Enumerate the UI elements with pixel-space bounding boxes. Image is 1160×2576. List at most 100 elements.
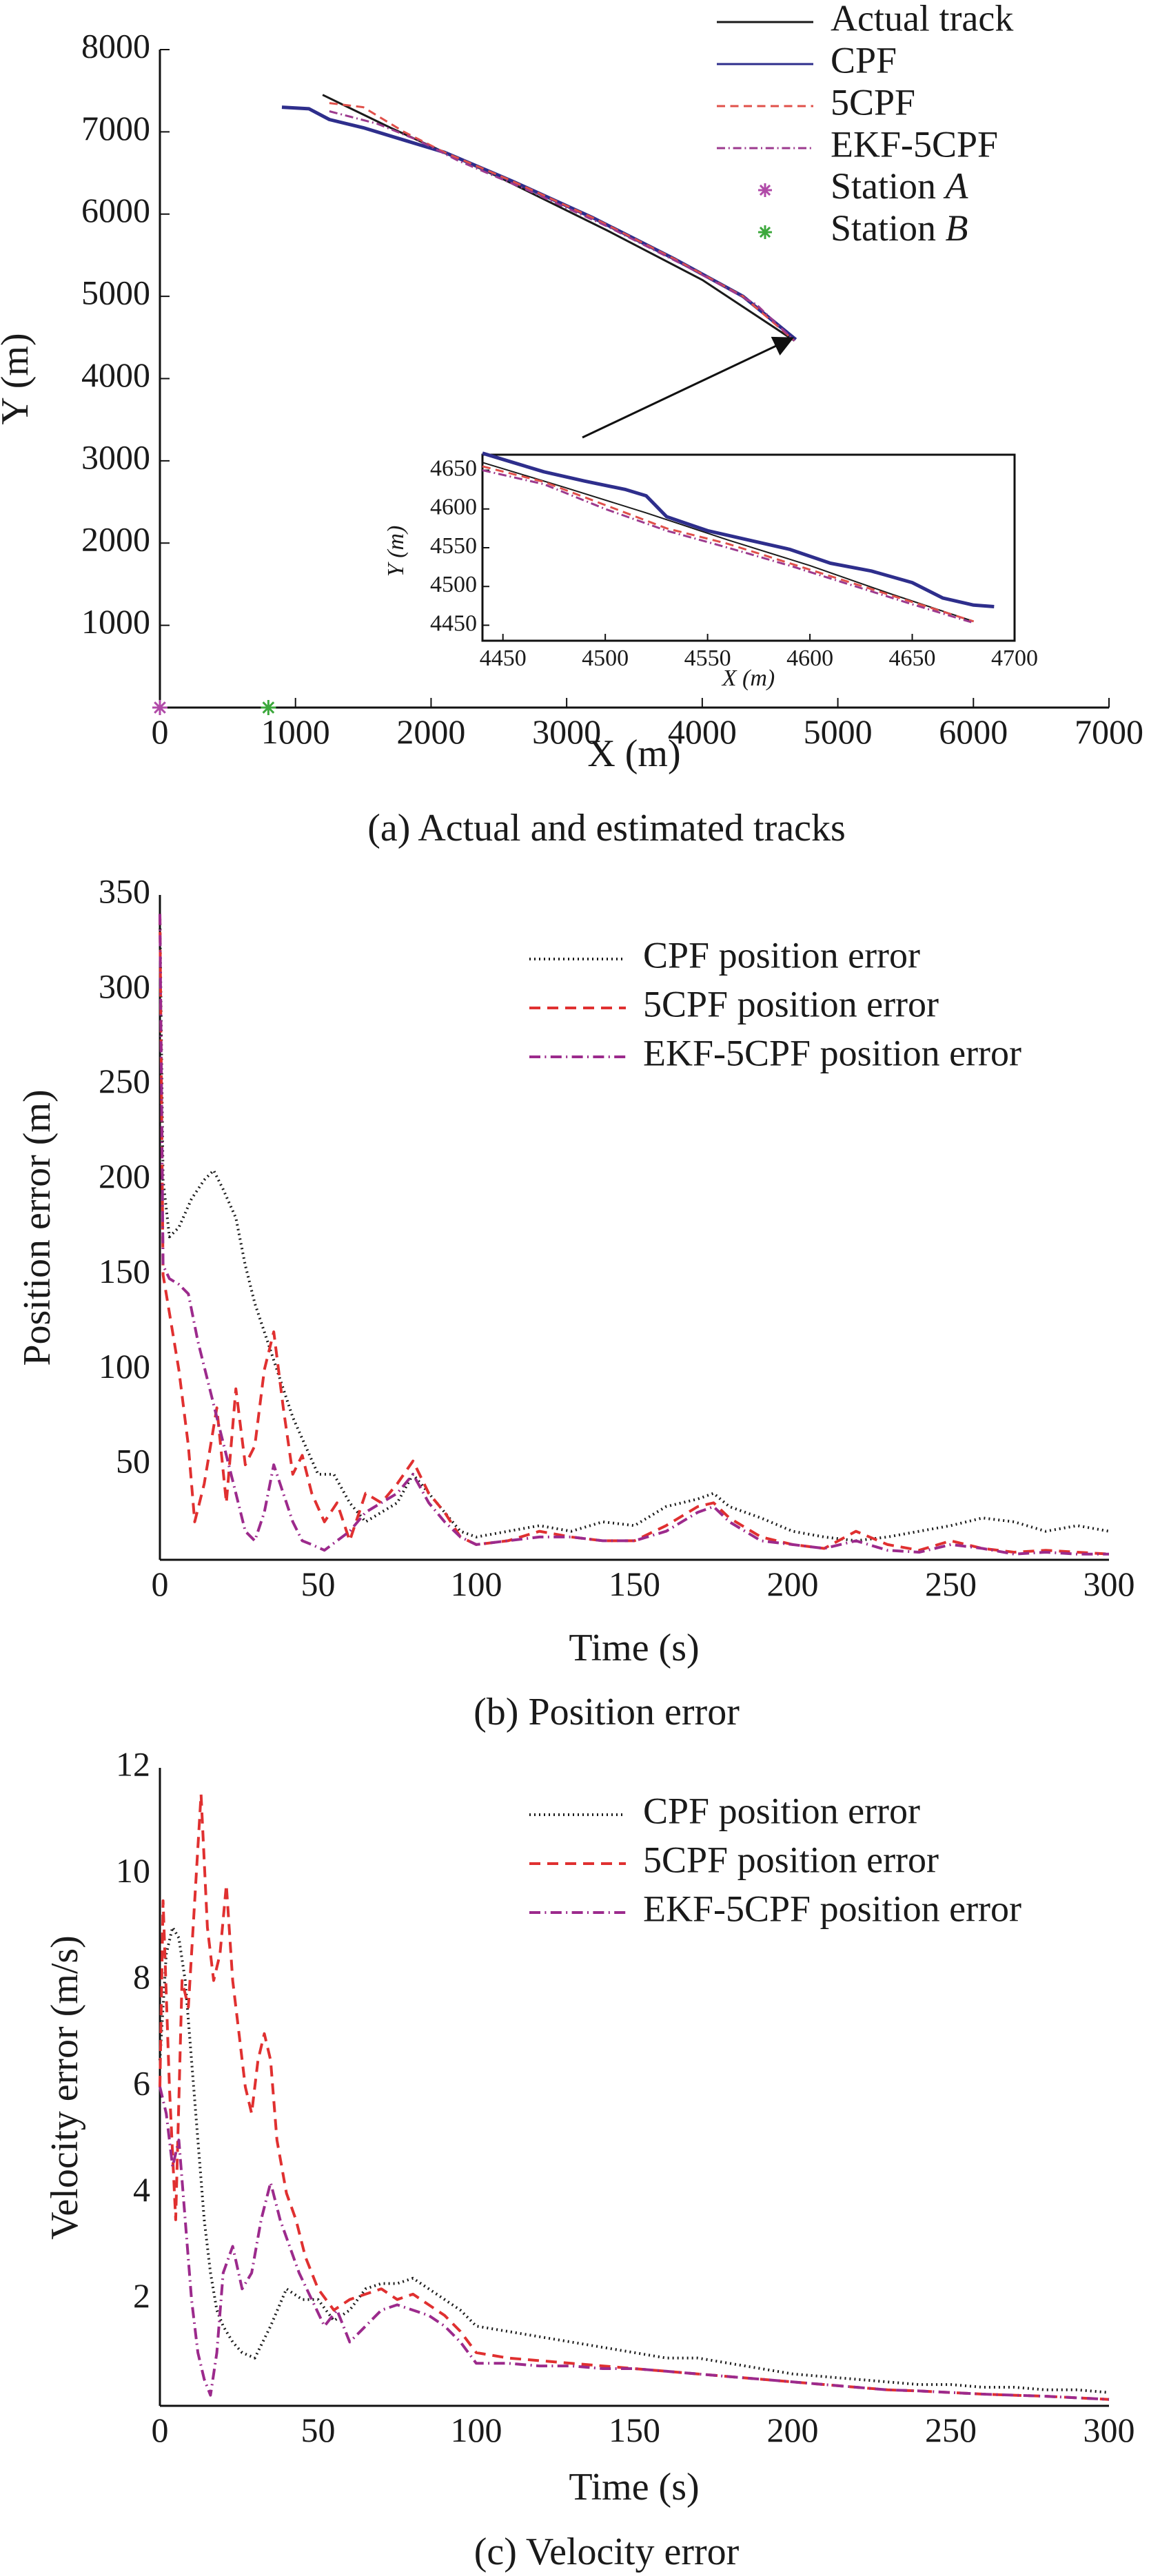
x-tick-label: 250 bbox=[925, 1565, 977, 1603]
x-tick-label: 3000 bbox=[532, 712, 601, 751]
actual-track-line bbox=[482, 462, 974, 622]
5cpf-position-error-line bbox=[159, 914, 1110, 1556]
inset-y-axis-label: Y (m) bbox=[383, 526, 409, 577]
x-tick-label: 2000 bbox=[396, 712, 465, 751]
x-axis-label: Time (s) bbox=[569, 1627, 699, 1669]
y-tick-label: 4500 bbox=[430, 572, 477, 597]
caption: (c) Velocity error bbox=[474, 2531, 740, 2573]
y-tick-label: 4 bbox=[133, 2170, 150, 2209]
velocity-error-chart: 0 50 100 150 200 250 300 2 4 6 8 10 12 CPF position … bbox=[43, 1744, 1135, 2573]
legend-item-ekf-5cpf-position-error: EKF-5CPF position error bbox=[529, 1032, 1021, 1073]
y-axis-label: Y (m) bbox=[0, 333, 37, 424]
legend-label: EKF-5CPF bbox=[831, 123, 998, 165]
y-tick-label: 4450 bbox=[430, 610, 477, 636]
legend-label: 5CPF position error bbox=[643, 1839, 939, 1880]
legend-label: CPF bbox=[831, 39, 897, 81]
cpf-line bbox=[281, 105, 797, 341]
inset-chart: 4450 4500 4550 4600 4650 4700 4450 4500 4550 4600… bbox=[383, 451, 1038, 691]
zoom-arrow bbox=[582, 336, 795, 439]
cpf-position-error-line bbox=[159, 1926, 1110, 2394]
station-b-marker bbox=[261, 700, 276, 715]
legend-label: CPF position error bbox=[643, 1790, 920, 1831]
legend-item-cpf-position-error: CPF position error bbox=[529, 1790, 920, 1831]
y-tick-label: 7000 bbox=[81, 109, 150, 147]
legend-label: EKF-5CPF position error bbox=[643, 1888, 1021, 1929]
x-tick-label: 100 bbox=[451, 1565, 502, 1603]
caption: (a) Actual and estimated tracks bbox=[367, 807, 846, 849]
x-tick-label: 4000 bbox=[668, 712, 737, 751]
y-axis-label: Velocity error (m/s) bbox=[43, 1935, 86, 2240]
y-tick-label: 50 bbox=[116, 1442, 150, 1481]
y-tick-label: 8000 bbox=[81, 26, 150, 65]
legend-label: Actual track bbox=[831, 0, 1013, 39]
x-tick-label: 50 bbox=[301, 1565, 336, 1603]
cpf-line bbox=[482, 451, 995, 608]
y-tick-label: 2000 bbox=[81, 520, 150, 559]
x-axis-label: X (m) bbox=[587, 732, 680, 775]
y-tick-label: 4550 bbox=[430, 533, 477, 559]
position-error-chart: 0 50 100 150 200 250 300 50 100 150 200 250 300 350 C… bbox=[16, 872, 1135, 1733]
y-tick-label: 10 bbox=[116, 1851, 150, 1890]
ekf-5cpf-line bbox=[482, 469, 975, 624]
x-tick-label: 4650 bbox=[889, 646, 936, 671]
x-tick-label: 200 bbox=[767, 1565, 819, 1603]
5cpf-line bbox=[482, 465, 975, 623]
y-axis-label: Position error (m) bbox=[16, 1089, 59, 1366]
tracks-chart: 0 1000 2000 3000 4000 5000 6000 7000 1000 2000 300… bbox=[0, 0, 1143, 849]
legend-item-station-b: Station B bbox=[758, 207, 968, 249]
x-tick-label: 50 bbox=[301, 2411, 336, 2449]
y-tick-label: 4600 bbox=[430, 495, 477, 520]
y-tick-label: 3000 bbox=[81, 437, 150, 476]
5cpf-position-error-line bbox=[159, 1793, 1110, 2401]
x-tick-label: 200 bbox=[767, 2411, 819, 2449]
x-tick-label: 6000 bbox=[939, 712, 1008, 751]
y-tick-label: 350 bbox=[99, 872, 150, 910]
y-tick-label: 100 bbox=[99, 1347, 150, 1385]
x-tick-label: 150 bbox=[609, 1565, 660, 1603]
inset-x-axis-label: X (m) bbox=[721, 666, 775, 691]
x-tick-label: 5000 bbox=[804, 712, 873, 751]
y-tick-label: 4000 bbox=[81, 356, 150, 394]
legend-label: CPF position error bbox=[643, 934, 920, 976]
station-a-marker bbox=[152, 700, 167, 715]
x-axis-label: Time (s) bbox=[569, 2466, 699, 2508]
y-tick-label: 200 bbox=[99, 1157, 150, 1195]
ekf-5cpf-line bbox=[329, 110, 795, 342]
caption: (b) Position error bbox=[474, 1691, 740, 1733]
legend-item-5cpf: 5CPF bbox=[717, 81, 915, 123]
y-tick-label: 12 bbox=[116, 1744, 150, 1783]
legend-item-cpf-position-error: CPF position error bbox=[529, 934, 920, 976]
legend-item-ekf-5cpf-position-error: EKF-5CPF position error bbox=[529, 1888, 1021, 1929]
x-tick-label: 7000 bbox=[1075, 712, 1143, 751]
legend-item-ekf-5cpf: EKF-5CPF bbox=[717, 123, 998, 165]
x-tick-label: 1000 bbox=[261, 712, 330, 751]
actual-track-line bbox=[322, 94, 795, 342]
y-tick-label: 150 bbox=[99, 1252, 150, 1290]
y-tick-label: 2 bbox=[133, 2276, 150, 2315]
legend-label: Station A bbox=[831, 165, 969, 207]
x-tick-label: 250 bbox=[925, 2411, 977, 2449]
legend-label: 5CPF bbox=[831, 81, 915, 123]
y-tick-label: 6000 bbox=[81, 191, 150, 229]
inset-frame bbox=[481, 453, 1016, 642]
x-tick-label: 300 bbox=[1083, 2411, 1135, 2449]
x-tick-label: 4550 bbox=[684, 646, 731, 671]
legend-item-cpf: CPF bbox=[717, 39, 897, 81]
x-tick-label: 0 bbox=[152, 712, 169, 751]
ekf-5cpf-position-error-line bbox=[159, 2086, 1110, 2401]
y-tick-label: 6 bbox=[133, 2063, 150, 2102]
x-tick-label: 300 bbox=[1083, 1565, 1135, 1603]
x-tick-label: 4450 bbox=[480, 646, 527, 671]
x-tick-label: 4700 bbox=[991, 646, 1038, 671]
legend-label: EKF-5CPF position error bbox=[643, 1032, 1021, 1073]
legend-item-5cpf-position-error: 5CPF position error bbox=[529, 983, 939, 1024]
x-tick-label: 0 bbox=[152, 1565, 169, 1603]
legend-item-station-a: Station A bbox=[758, 165, 969, 207]
x-tick-label: 4500 bbox=[582, 646, 629, 671]
y-tick-label: 4650 bbox=[430, 455, 477, 481]
x-tick-label: 4600 bbox=[786, 646, 833, 671]
y-tick-label: 300 bbox=[99, 967, 150, 1005]
y-tick-label: 250 bbox=[99, 1062, 150, 1100]
legend-item-5cpf-position-error: 5CPF position error bbox=[529, 1839, 939, 1880]
